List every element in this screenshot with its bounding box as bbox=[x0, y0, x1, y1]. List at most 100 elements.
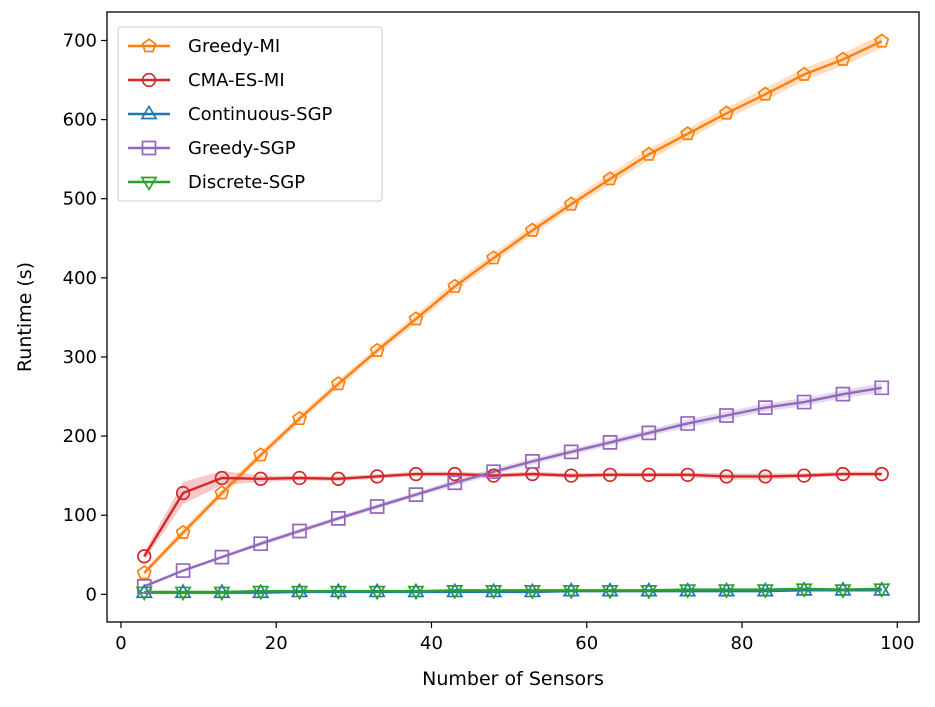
discrete-sgp-point bbox=[174, 586, 192, 602]
cma-es-mi-point bbox=[719, 469, 734, 484]
greedy-mi-point bbox=[408, 311, 424, 326]
x-tick-label: 100 bbox=[880, 633, 914, 654]
greedy-sgp-point bbox=[214, 549, 230, 565]
plot-frame bbox=[106, 11, 920, 623]
legend-marker-discrete-sgp bbox=[140, 176, 158, 192]
cma-es-mi-point bbox=[447, 466, 462, 482]
cma-es-mi-point bbox=[796, 468, 812, 483]
cma-es-mi-point bbox=[214, 470, 230, 486]
discrete-sgp-point bbox=[717, 584, 736, 599]
discrete-sgp-point bbox=[756, 584, 774, 599]
x-tick-label: 20 bbox=[265, 633, 288, 654]
continuous-sgp-point bbox=[329, 582, 347, 598]
discrete-sgp-point bbox=[213, 586, 231, 602]
greedy-mi-point bbox=[447, 278, 463, 293]
y-tick-label: 700 bbox=[63, 30, 97, 51]
greedy-mi-point bbox=[602, 171, 618, 186]
greedy-sgp-band bbox=[144, 383, 882, 588]
greedy-mi-line bbox=[143, 40, 883, 574]
continuous-sgp-point bbox=[834, 581, 852, 596]
discrete-sgp-point bbox=[834, 584, 852, 599]
greedy-mi-point bbox=[524, 222, 540, 237]
cma-es-mi-point bbox=[602, 467, 618, 482]
cma-es-mi-point bbox=[253, 471, 268, 486]
y-tick-label: 200 bbox=[63, 426, 97, 447]
cma-es-mi-point bbox=[137, 549, 152, 564]
greedy-sgp-point bbox=[719, 408, 734, 423]
continuous-sgp-point bbox=[174, 583, 192, 599]
continuous-sgp-point bbox=[407, 582, 425, 598]
cma-es-mi-point bbox=[641, 467, 657, 482]
greedy-mi-point bbox=[369, 342, 385, 357]
y-tick-label: 0 bbox=[86, 584, 97, 605]
x-tick-label: 0 bbox=[115, 633, 126, 654]
greedy-sgp-point bbox=[602, 435, 618, 450]
discrete-sgp-point bbox=[135, 586, 153, 602]
continuous-sgp-line bbox=[144, 589, 882, 594]
discrete-sgp-point bbox=[640, 585, 658, 600]
legend-label-cma-es-mi: CMA-ES-MI bbox=[188, 70, 285, 91]
cma-es-mi-point bbox=[175, 485, 191, 501]
discrete-sgp-point bbox=[446, 585, 464, 600]
discrete-sgp-point bbox=[873, 583, 891, 598]
greedy-mi-point bbox=[214, 485, 230, 500]
legend-label-discrete-sgp: Discrete-SGP bbox=[188, 172, 305, 193]
continuous-sgp-point bbox=[640, 581, 658, 597]
greedy-sgp-point bbox=[796, 394, 812, 410]
legend-marker-cma-es-mi bbox=[141, 72, 157, 88]
greedy-sgp-point bbox=[253, 536, 269, 552]
discrete-sgp-point bbox=[252, 585, 270, 601]
greedy-sgp-point bbox=[641, 425, 657, 441]
greedy-sgp-point bbox=[175, 563, 191, 578]
greedy-sgp-point bbox=[874, 380, 890, 396]
discrete-sgp-point bbox=[329, 585, 347, 601]
greedy-mi-point bbox=[835, 51, 851, 66]
discrete-sgp-point bbox=[679, 584, 697, 599]
series-markers bbox=[135, 33, 891, 602]
y-axis-label: Runtime (s) bbox=[14, 262, 36, 372]
discrete-sgp-point bbox=[601, 585, 619, 600]
discrete-sgp-point bbox=[795, 583, 813, 598]
greedy-mi-point bbox=[641, 146, 657, 161]
discrete-sgp-point bbox=[407, 585, 425, 601]
legend-marker-continuous-sgp bbox=[140, 104, 158, 120]
cma-es-mi-point bbox=[292, 470, 307, 486]
continuous-sgp-point bbox=[213, 583, 231, 599]
cma-es-mi-point bbox=[369, 469, 385, 484]
continuous-sgp-point bbox=[290, 582, 309, 598]
legend-marker-greedy-sgp bbox=[141, 140, 157, 156]
y-tick-label: 100 bbox=[63, 505, 97, 526]
greedy-mi-point bbox=[330, 376, 346, 391]
cma-es-mi-point bbox=[874, 466, 889, 482]
discrete-sgp-point bbox=[290, 585, 309, 601]
cma-es-mi-point bbox=[564, 468, 579, 483]
discrete-sgp-point bbox=[484, 585, 503, 600]
y-tick-label: 600 bbox=[63, 110, 97, 131]
greedy-sgp-point bbox=[680, 416, 696, 431]
legend-marker-greedy-mi bbox=[141, 38, 157, 53]
greedy-sgp-point bbox=[486, 464, 501, 480]
discrete-sgp-point bbox=[523, 585, 542, 600]
x-axis-label: Number of Sensors bbox=[422, 668, 604, 690]
greedy-mi-point bbox=[486, 250, 502, 265]
y-tick-label: 300 bbox=[63, 347, 97, 368]
greedy-mi-point bbox=[757, 86, 773, 101]
cma-es-mi-point bbox=[408, 466, 424, 482]
greedy-mi-point bbox=[680, 125, 696, 141]
greedy-sgp-point bbox=[369, 499, 385, 514]
greedy-sgp-point bbox=[408, 487, 424, 502]
x-tick-label: 60 bbox=[575, 633, 598, 654]
legend-label-greedy-sgp: Greedy-SGP bbox=[188, 138, 296, 159]
continuous-sgp-point bbox=[601, 581, 619, 597]
greedy-mi-point bbox=[563, 196, 579, 211]
greedy-sgp-point bbox=[835, 386, 851, 402]
greedy-mi-point bbox=[253, 447, 269, 462]
continuous-sgp-point bbox=[135, 583, 153, 599]
discrete-sgp-line bbox=[144, 587, 882, 594]
x-tick-label: 80 bbox=[731, 633, 754, 654]
greedy-mi-point bbox=[796, 66, 812, 81]
greedy-sgp-point bbox=[563, 444, 579, 460]
greedy-sgp-point bbox=[292, 523, 307, 539]
continuous-sgp-point bbox=[562, 581, 580, 597]
